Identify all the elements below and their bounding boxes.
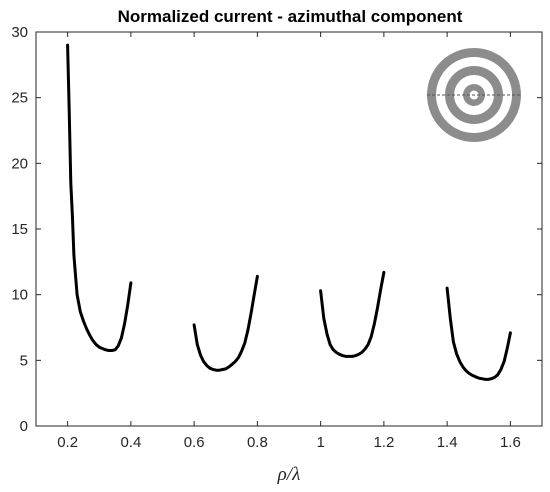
x-tick-label: 1 xyxy=(316,434,324,451)
x-tick-label: 0.6 xyxy=(184,434,205,451)
series-line-4 xyxy=(445,286,512,381)
chart-title: Normalized current - azimuthal component xyxy=(118,7,463,26)
y-tick-label: 15 xyxy=(11,221,28,238)
x-tick-label: 1.4 xyxy=(437,434,458,451)
y-tick-label: 30 xyxy=(11,24,28,41)
series-line-3 xyxy=(319,270,386,358)
y-tick-label: 5 xyxy=(20,352,28,369)
x-axis-label: ρ/λ xyxy=(277,464,301,485)
y-tick-label: 25 xyxy=(11,90,28,107)
x-tick-label: 0.4 xyxy=(120,434,141,451)
series-line-2 xyxy=(192,274,259,372)
series-line-1 xyxy=(66,43,133,352)
concentric-rings-icon xyxy=(427,48,521,142)
y-tick-label: 0 xyxy=(20,418,28,435)
x-tick-label: 0.2 xyxy=(57,434,78,451)
series-group xyxy=(66,43,512,381)
y-tick-label: 10 xyxy=(11,287,28,304)
x-tick-label: 0.8 xyxy=(247,434,268,451)
x-tick-label: 1.6 xyxy=(500,434,521,451)
x-tick-label: 1.2 xyxy=(373,434,394,451)
y-axis: 0 5 10 15 20 25 30 xyxy=(11,24,542,435)
y-tick-label: 20 xyxy=(11,155,28,172)
x-axis: 0.2 0.4 0.6 0.8 1 1.2 1.4 1.6 xyxy=(57,32,521,451)
